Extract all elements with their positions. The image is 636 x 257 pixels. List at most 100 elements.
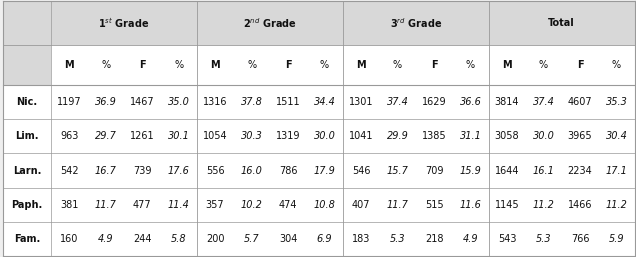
Text: 1261: 1261 xyxy=(130,131,155,141)
Text: 1041: 1041 xyxy=(349,131,373,141)
Text: 5.3: 5.3 xyxy=(390,234,405,244)
Text: F: F xyxy=(577,60,583,70)
Text: 11.6: 11.6 xyxy=(460,200,481,210)
Bar xyxy=(3,45,51,85)
Text: 4.9: 4.9 xyxy=(463,234,478,244)
Text: Larn.: Larn. xyxy=(13,166,41,176)
Text: F: F xyxy=(285,60,291,70)
Text: 17.1: 17.1 xyxy=(605,166,628,176)
Text: 200: 200 xyxy=(206,234,225,244)
Text: F: F xyxy=(431,60,438,70)
Text: 477: 477 xyxy=(133,200,151,210)
Text: 37.4: 37.4 xyxy=(387,97,408,107)
Bar xyxy=(51,1,635,45)
Text: 546: 546 xyxy=(352,166,370,176)
Text: 16.7: 16.7 xyxy=(95,166,116,176)
Text: 30.0: 30.0 xyxy=(314,131,336,141)
Text: 5.9: 5.9 xyxy=(609,234,625,244)
Text: M: M xyxy=(64,60,74,70)
Text: 543: 543 xyxy=(498,234,516,244)
Text: %: % xyxy=(393,60,402,70)
Text: 739: 739 xyxy=(133,166,151,176)
Text: M: M xyxy=(356,60,366,70)
Text: 29.7: 29.7 xyxy=(95,131,116,141)
Text: 5.3: 5.3 xyxy=(536,234,551,244)
Text: 5.7: 5.7 xyxy=(244,234,259,244)
Text: 31.1: 31.1 xyxy=(460,131,481,141)
Text: Fam.: Fam. xyxy=(14,234,40,244)
Text: 1054: 1054 xyxy=(203,131,228,141)
Text: 35.0: 35.0 xyxy=(168,97,190,107)
Text: 11.2: 11.2 xyxy=(532,200,555,210)
Text: 244: 244 xyxy=(133,234,151,244)
Text: %: % xyxy=(612,60,621,70)
Text: 1629: 1629 xyxy=(422,97,446,107)
Text: 30.3: 30.3 xyxy=(240,131,263,141)
Text: 34.4: 34.4 xyxy=(314,97,336,107)
Text: 1511: 1511 xyxy=(276,97,300,107)
Text: 1197: 1197 xyxy=(57,97,81,107)
Text: Lim.: Lim. xyxy=(15,131,39,141)
Text: 1466: 1466 xyxy=(568,200,592,210)
Text: 1$^{st}$ Grade: 1$^{st}$ Grade xyxy=(98,16,149,30)
Text: 11.4: 11.4 xyxy=(168,200,190,210)
Text: 1644: 1644 xyxy=(495,166,519,176)
Text: %: % xyxy=(247,60,256,70)
Text: 10.2: 10.2 xyxy=(240,200,263,210)
Text: 17.9: 17.9 xyxy=(314,166,336,176)
Text: 556: 556 xyxy=(206,166,225,176)
Text: 1319: 1319 xyxy=(276,131,300,141)
Text: 15.7: 15.7 xyxy=(387,166,408,176)
Text: 29.9: 29.9 xyxy=(387,131,408,141)
Text: 474: 474 xyxy=(279,200,297,210)
Text: 5.8: 5.8 xyxy=(171,234,186,244)
Text: %: % xyxy=(320,60,329,70)
Text: 709: 709 xyxy=(425,166,443,176)
Text: 407: 407 xyxy=(352,200,370,210)
Text: 15.9: 15.9 xyxy=(460,166,481,176)
Text: 3058: 3058 xyxy=(495,131,520,141)
Text: 3814: 3814 xyxy=(495,97,519,107)
Text: 36.9: 36.9 xyxy=(95,97,116,107)
Text: 37.8: 37.8 xyxy=(240,97,263,107)
Text: 357: 357 xyxy=(206,200,225,210)
Text: 2234: 2234 xyxy=(567,166,592,176)
Text: 10.8: 10.8 xyxy=(314,200,336,210)
Text: %: % xyxy=(539,60,548,70)
Text: 160: 160 xyxy=(60,234,78,244)
Text: Total: Total xyxy=(548,18,575,28)
Text: 3965: 3965 xyxy=(568,131,592,141)
Text: 183: 183 xyxy=(352,234,370,244)
Text: 11.7: 11.7 xyxy=(387,200,408,210)
Text: 16.0: 16.0 xyxy=(240,166,263,176)
Text: %: % xyxy=(174,60,183,70)
Text: 4607: 4607 xyxy=(568,97,592,107)
Text: 30.1: 30.1 xyxy=(168,131,190,141)
Text: F: F xyxy=(139,60,146,70)
Bar xyxy=(3,1,51,45)
Text: 786: 786 xyxy=(279,166,297,176)
Text: 766: 766 xyxy=(570,234,589,244)
Text: M: M xyxy=(502,60,512,70)
Text: 4.9: 4.9 xyxy=(98,234,113,244)
Text: 1385: 1385 xyxy=(422,131,446,141)
Text: 30.0: 30.0 xyxy=(532,131,555,141)
Text: 1467: 1467 xyxy=(130,97,155,107)
Text: 2$^{nd}$ Grade: 2$^{nd}$ Grade xyxy=(243,16,296,30)
Text: Paph.: Paph. xyxy=(11,200,43,210)
Text: 37.4: 37.4 xyxy=(532,97,555,107)
Text: 1316: 1316 xyxy=(203,97,227,107)
Bar xyxy=(51,45,635,85)
Text: 381: 381 xyxy=(60,200,78,210)
Text: 542: 542 xyxy=(60,166,78,176)
Text: M: M xyxy=(211,60,220,70)
Text: 11.2: 11.2 xyxy=(605,200,628,210)
Text: 6.9: 6.9 xyxy=(317,234,333,244)
Text: 218: 218 xyxy=(425,234,443,244)
Text: 36.6: 36.6 xyxy=(460,97,481,107)
Text: 16.1: 16.1 xyxy=(532,166,555,176)
Text: 17.6: 17.6 xyxy=(168,166,190,176)
Text: Nic.: Nic. xyxy=(17,97,38,107)
Bar xyxy=(3,85,635,256)
Text: %: % xyxy=(466,60,475,70)
